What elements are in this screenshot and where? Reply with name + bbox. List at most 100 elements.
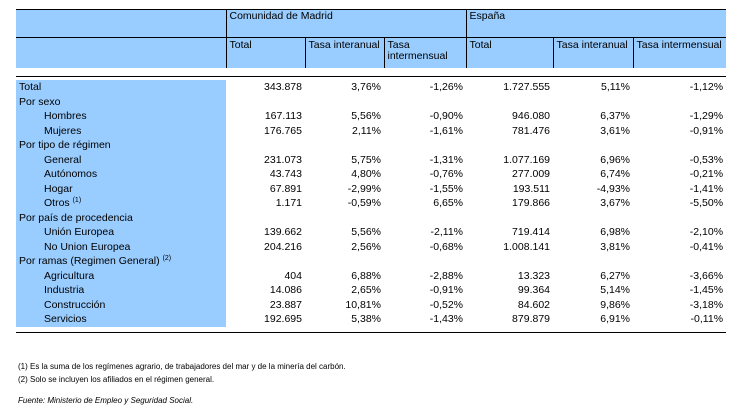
table-cell: -0,52% [429, 298, 464, 311]
table-row: Por ramas (Regimen General) (2) [16, 254, 726, 269]
table-cell: -0,76% [429, 168, 464, 180]
table-cell: 179.866 [512, 197, 551, 209]
table-cell: 23.887 [269, 298, 302, 311]
table-cell [384, 211, 466, 226]
row-label-text: General [44, 153, 82, 166]
table-cell [384, 95, 466, 110]
table-cell [633, 254, 726, 269]
statistics-table: Comunidad de Madrid España Total Tasa in… [16, 9, 727, 327]
table-cell: 5,11% [601, 81, 631, 93]
row-label-text: Construcción [44, 298, 106, 311]
table-cell: 6,27% [600, 269, 631, 282]
table-cell: -0,91% [689, 124, 724, 137]
table-cell: 6,96% [600, 153, 631, 166]
row-label: Agricultura [16, 268, 226, 283]
table-cell: -1,29% [689, 110, 724, 122]
row-label-text: Agricultura [44, 269, 95, 282]
col-header-madrid-total: Total [225, 37, 305, 68]
table-cell [553, 138, 633, 153]
table-cell: 5,14% [600, 284, 631, 296]
row-label: General [16, 152, 226, 167]
row-label-text: Total [19, 81, 42, 93]
table-cell: 946.080 [512, 110, 551, 122]
table-cell [633, 95, 726, 110]
col-header-madrid-interanual: Tasa interanual [304, 37, 384, 68]
table-cell: 2,65% [351, 284, 381, 296]
col-header-espana-intermensual: Tasa intermensual [632, 37, 727, 68]
row-label: Por tipo de régimen [16, 138, 226, 153]
row-label: Por ramas (Regimen General) (2) [16, 254, 226, 269]
table-row: Hogar 67.891 -2,99% -1,55% 193.511 -4,93% -1,4… [16, 181, 726, 196]
table-cell [466, 211, 553, 226]
table-cell: 404 [284, 269, 302, 282]
table-cell: 1.171 [275, 197, 302, 209]
table-cell: 781.476 [512, 124, 551, 137]
row-label-text: Por sexo [19, 95, 61, 108]
footnote-marker: (1) [72, 197, 82, 204]
footnote-marker: (2) [162, 255, 172, 262]
table-row: Unión Europea 139.662 5,56% -2,11% 719.414 6,… [16, 225, 726, 240]
table-cell [226, 211, 305, 226]
footnote-1: (1) Es la suma de los regímenes agrario,… [18, 362, 346, 371]
table-cell: 99.364 [517, 284, 551, 296]
row-label: Servicios [16, 312, 226, 327]
table-cell [226, 138, 305, 153]
table-cell: -5,50% [689, 197, 724, 209]
row-label-text: Por país de procedencia [19, 211, 133, 224]
table-cell: -3,66% [689, 269, 724, 282]
table-cell: 67.891 [269, 182, 302, 195]
table-cell: -1,43% [429, 313, 464, 325]
table-cell [384, 138, 466, 153]
group-header-row: Comunidad de Madrid España [16, 9, 727, 38]
table-cell: 6,91% [600, 313, 631, 325]
table-cell: -1,26% [429, 81, 464, 93]
table-cell [466, 138, 553, 153]
group-header-espana: España [465, 9, 727, 38]
row-label: No Union Europea [16, 239, 226, 254]
column-header-row: Total Tasa interanual Tasa intermensual … [16, 37, 727, 68]
table-cell: -3,18% [689, 298, 724, 311]
row-label: Hombres [16, 109, 226, 124]
row-label-text: Otros [44, 197, 70, 209]
table-cell: -1,61% [429, 124, 464, 137]
table-cell: -4,93% [596, 182, 631, 195]
table-cell [466, 95, 553, 110]
table-cell [633, 211, 726, 226]
table-cell: 6,88% [351, 269, 381, 282]
table-cell: 5,56% [351, 110, 381, 122]
table-cell: 43.743 [269, 168, 302, 180]
corner-cell-2 [16, 37, 226, 68]
table-row: Autónomos 43.743 4,80% -0,76% 277.009 6,74% -0… [16, 167, 726, 182]
table-cell: -1,45% [689, 284, 724, 296]
table-cell: -0,90% [429, 110, 464, 122]
col-header-espana-total: Total [465, 37, 554, 68]
table-cell: 167.113 [264, 110, 302, 122]
row-label-text: No Union Europea [44, 240, 131, 253]
table-cell: 1.008.141 [503, 240, 551, 253]
table-cell: 231.073 [264, 153, 302, 166]
table-row: Mujeres 176.765 2,11% -1,61% 781.476 3,61% -0,… [16, 123, 726, 138]
table-cell [633, 138, 726, 153]
row-label-text: Industria [44, 284, 85, 296]
table-cell: 139.662 [264, 226, 302, 238]
table-cell [305, 211, 384, 226]
table-cell [305, 138, 384, 153]
row-label: Mujeres [16, 123, 226, 138]
footnote-2: (2) Solo se incluyen los afiliados en el… [18, 375, 215, 384]
table-cell: 5,38% [351, 313, 381, 325]
table-row: Por tipo de régimen [16, 138, 726, 153]
row-label-text: Hombres [44, 110, 87, 122]
table-cell: 6,37% [600, 110, 631, 122]
table-row: Industria 14.086 2,65% -0,91% 99.364 5,14% -1,… [16, 283, 726, 298]
table-cell: 3,61% [600, 124, 631, 137]
table-cell: -1,41% [689, 182, 724, 195]
table-cell: -0,68% [429, 240, 464, 253]
row-label: Por sexo [16, 94, 226, 109]
row-label: Autónomos [16, 167, 226, 182]
table-cell: 6,98% [600, 226, 631, 238]
table-cell: -2,88% [429, 269, 464, 282]
footnotes: (1) Es la suma de los regímenes agrario,… [18, 360, 346, 386]
row-label-text: Mujeres [44, 124, 82, 137]
table-cell: 193.511 [512, 182, 551, 195]
table-cell [384, 254, 466, 269]
